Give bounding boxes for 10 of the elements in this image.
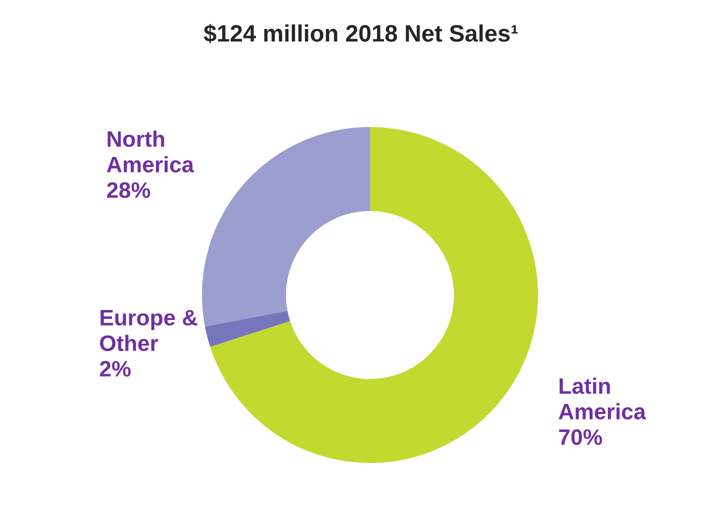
data-label: 70%	[559, 429, 602, 446]
slice-label: Latin America	[558, 378, 646, 420]
slice-label: Europe & Other	[100, 310, 198, 352]
donut-slice	[202, 127, 370, 326]
chart-title: $124 million 2018 Net Sales¹	[204, 24, 518, 44]
data-label: 2%	[100, 360, 131, 377]
donut-slice	[210, 127, 538, 463]
slice-label: North America	[106, 130, 194, 172]
donut-slice	[204, 310, 290, 347]
data-label: 28%	[107, 182, 150, 198]
